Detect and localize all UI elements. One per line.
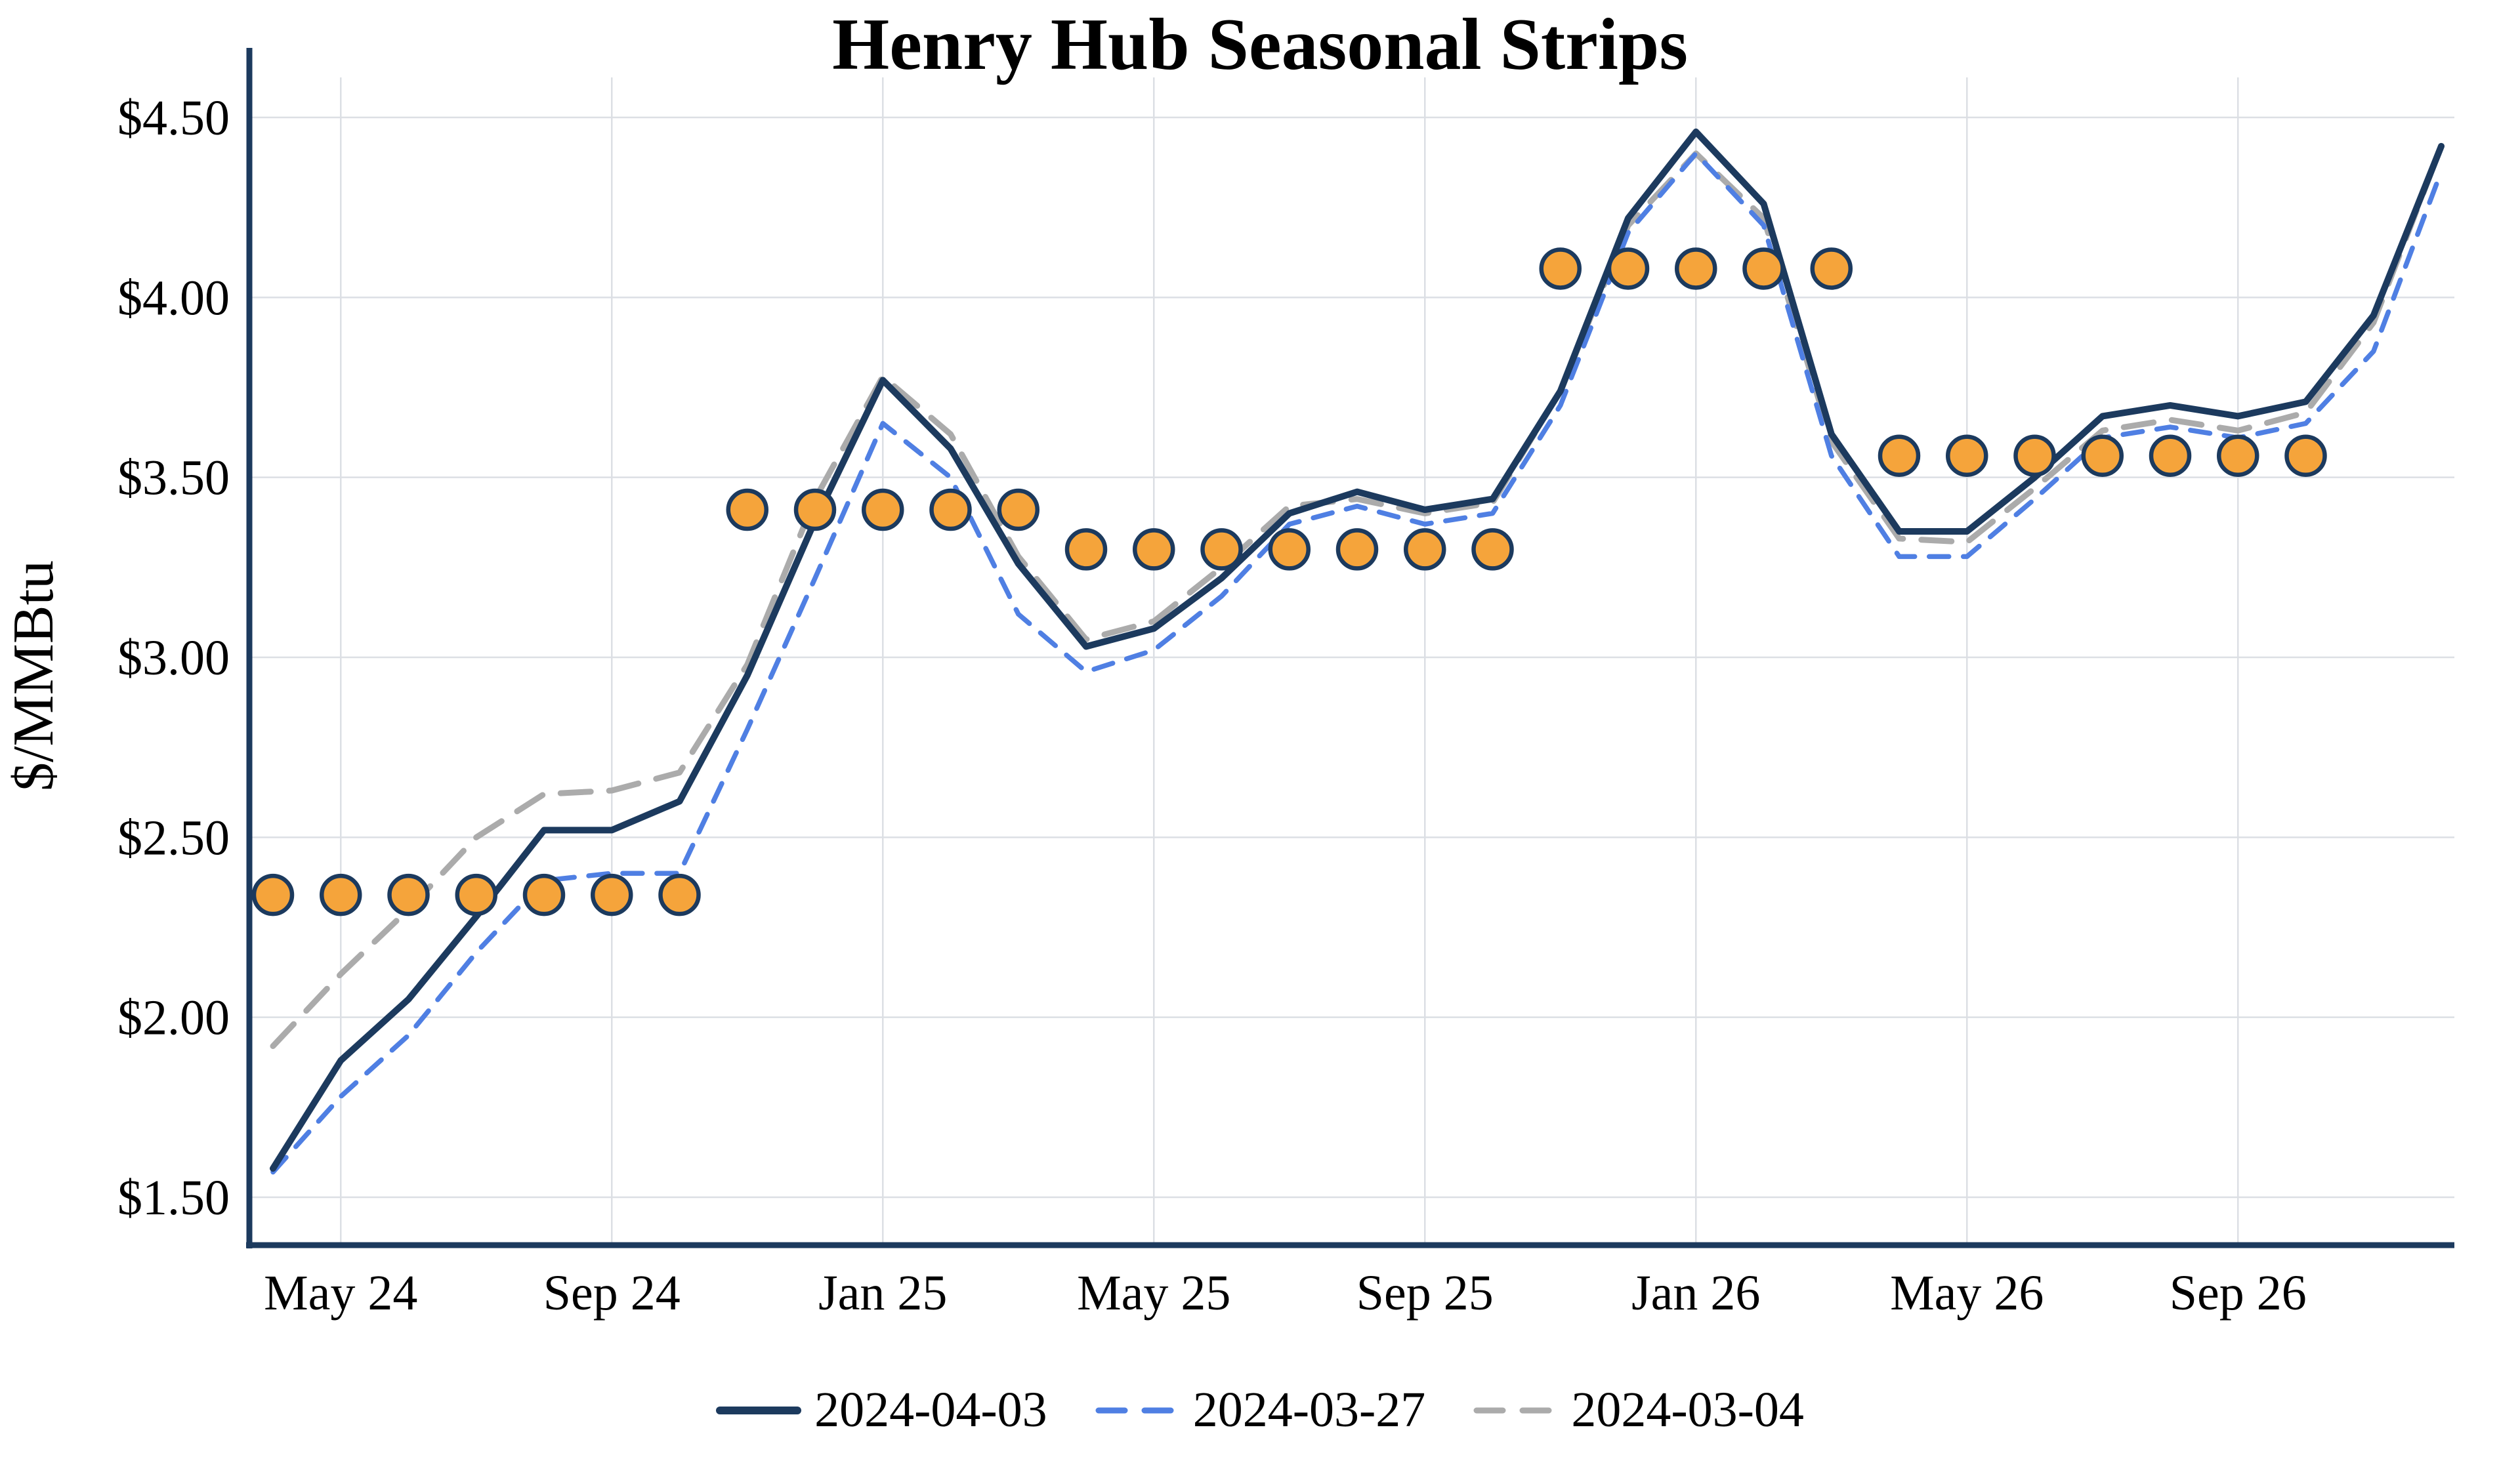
strip-marker	[1404, 528, 1446, 571]
x-tick-label: Jan 25	[818, 1265, 947, 1321]
legend: 2024-04-03 2024-03-27 2024-03-04	[0, 1382, 2520, 1439]
legend-dashed-line-swatch	[1095, 1407, 1179, 1413]
strip-marker	[251, 873, 295, 916]
strip-marker	[1064, 528, 1108, 571]
strip-marker	[1946, 434, 1988, 477]
x-tick-label: Sep 25	[1356, 1265, 1494, 1321]
strip-marker	[658, 873, 701, 916]
strip-marker	[522, 873, 566, 916]
strip-marker	[1810, 247, 1853, 290]
legend-solid-line-swatch	[716, 1406, 802, 1414]
strip-marker	[591, 873, 633, 916]
y-tick-label: $4.00	[117, 270, 230, 325]
series-line-2024-04-03	[270, 128, 2445, 1172]
strip-marker	[455, 873, 497, 916]
strip-marker	[793, 488, 837, 531]
legend-label: 2024-04-03	[814, 1382, 1047, 1437]
x-tick-label: Jan 26	[1631, 1265, 1760, 1321]
x-tick-label: Sep 24	[543, 1265, 681, 1321]
x-tick-label: May 25	[1077, 1265, 1230, 1321]
legend-item-2024-03-04: 2024-03-04	[1473, 1382, 1804, 1439]
y-tick-label: $2.50	[117, 810, 230, 865]
x-tick-label: Sep 26	[2170, 1265, 2307, 1321]
legend-dashed-line-swatch	[1473, 1407, 1557, 1413]
y-tick-label: $1.50	[117, 1170, 230, 1225]
legend-label: 2024-03-04	[1571, 1382, 1804, 1437]
strip-marker	[1675, 247, 1717, 290]
y-tick-label: $3.50	[117, 451, 230, 506]
strip-marker	[2217, 434, 2259, 477]
legend-item-2024-03-27: 2024-03-27	[1095, 1382, 1426, 1439]
strip-marker	[929, 488, 972, 531]
strip-marker	[1742, 247, 1785, 290]
strip-marker	[1133, 528, 1175, 571]
strip-marker	[2149, 434, 2192, 477]
strip-marker	[320, 873, 362, 916]
strip-marker	[2013, 434, 2056, 477]
strip-marker	[1335, 528, 1379, 571]
legend-item-2024-04-03: 2024-04-03	[716, 1382, 1047, 1439]
strip-marker	[1200, 528, 1243, 571]
legend-label: 2024-03-27	[1192, 1382, 1426, 1437]
strip-marker	[997, 488, 1040, 531]
y-tick-label: $2.00	[117, 991, 230, 1046]
strip-marker	[387, 873, 430, 916]
strip-marker	[1606, 247, 1650, 290]
strip-marker	[862, 488, 904, 531]
strip-marker	[1471, 528, 1514, 571]
strip-marker	[1268, 528, 1311, 571]
strip-marker	[1878, 434, 1921, 477]
strip-marker	[726, 488, 768, 531]
series-line-2024-03-04	[270, 143, 2445, 1050]
x-tick-label: May 26	[1890, 1265, 2044, 1321]
chart-title: Henry Hub Seasonal Strips	[832, 4, 1688, 85]
series-line-2024-03-27	[270, 151, 2444, 1175]
strip-marker	[2081, 434, 2124, 477]
strip-marker	[1539, 247, 1582, 290]
strip-marker	[2284, 434, 2327, 477]
x-tick-label: May 24	[264, 1265, 417, 1321]
y-tick-label: $3.00	[117, 630, 230, 686]
y-tick-label: $4.50	[117, 91, 230, 146]
